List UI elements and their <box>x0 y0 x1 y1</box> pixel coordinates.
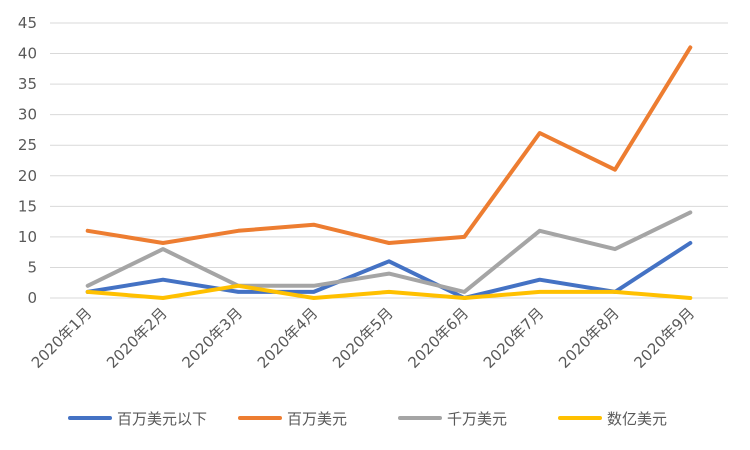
y-tick-label: 0 <box>27 289 37 307</box>
y-axis-tick-labels: 0 5 10 15 20 25 30 35 40 45 <box>18 14 37 307</box>
y-tick-label: 25 <box>18 136 37 154</box>
series-lines <box>85 45 693 300</box>
series-line-2 <box>85 45 693 245</box>
y-tick-label: 10 <box>18 228 37 246</box>
x-tick-label: 2020年4月 <box>254 304 322 372</box>
x-tick-label: 2020年6月 <box>404 304 472 372</box>
legend-label: 百万美元 <box>287 410 347 428</box>
x-tick-label: 2020年5月 <box>329 304 397 372</box>
x-axis-tick-labels: 2020年1月 2020年2月 2020年3月 2020年4月 2020年5月 2020年… <box>28 304 698 372</box>
x-tick-label: 2020年7月 <box>480 304 548 372</box>
y-tick-label: 20 <box>18 167 37 185</box>
y-tick-label: 30 <box>18 106 37 124</box>
y-tick-label: 5 <box>27 258 37 276</box>
y-tick-label: 45 <box>18 14 37 32</box>
x-tick-label: 2020年3月 <box>178 304 246 372</box>
x-tick-label: 2020年9月 <box>630 304 698 372</box>
legend-label: 数亿美元 <box>607 410 667 428</box>
legend-item: 千万美元 <box>398 410 507 428</box>
legend-label: 千万美元 <box>447 410 507 428</box>
y-tick-label: 35 <box>18 75 37 93</box>
y-tick-label: 15 <box>18 197 37 215</box>
x-tick-label: 2020年1月 <box>28 304 96 372</box>
x-tick-label: 2020年2月 <box>103 304 171 372</box>
series-line-1 <box>85 241 693 300</box>
legend-item: 百万美元 <box>238 410 347 428</box>
series-line-4 <box>85 283 693 300</box>
gridlines <box>50 22 728 299</box>
x-tick-label: 2020年8月 <box>555 304 623 372</box>
legend-label: 百万美元以下 <box>117 410 207 428</box>
y-tick-label: 40 <box>18 45 37 63</box>
legend-item: 百万美元以下 <box>68 410 207 428</box>
legend-item: 数亿美元 <box>558 410 667 428</box>
series-line-3 <box>85 210 693 294</box>
legend: 百万美元以下 百万美元 千万美元 数亿美元 <box>68 410 667 428</box>
